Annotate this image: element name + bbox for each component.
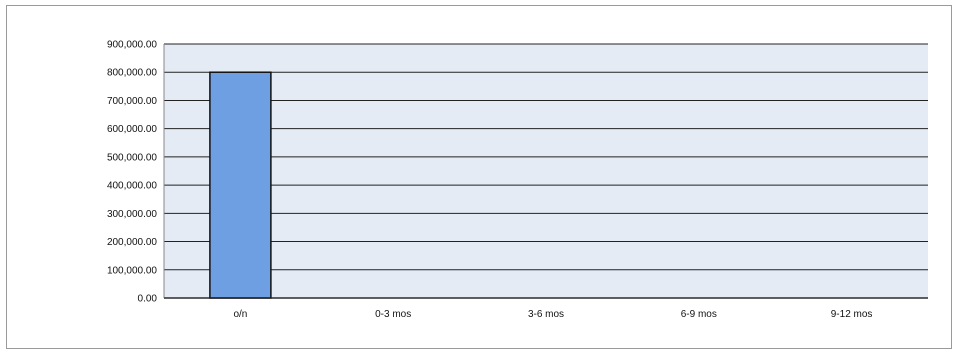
gridlines <box>164 43 928 299</box>
y-axis-tick-labels: 0.00 100,000.00 200,000.00 300,000.00 400,00… <box>107 40 157 305</box>
y-tick-label: 600,000.00 <box>107 124 157 135</box>
y-tick-label: 100,000.00 <box>107 265 157 276</box>
x-category-label: o/n <box>233 309 247 320</box>
bar-chart: 0.00 100,000.00 200,000.00 300,000.00 400,00… <box>107 40 928 320</box>
x-category-label: 9-12 mos <box>831 309 873 320</box>
y-tick-label: 400,000.00 <box>107 181 157 192</box>
y-tick-label: 200,000.00 <box>107 237 157 248</box>
y-tick-label: 700,000.00 <box>107 96 157 107</box>
bar-o-n <box>209 71 272 299</box>
y-tick-label: 500,000.00 <box>107 152 157 163</box>
x-category-label: 0-3 mos <box>375 309 411 320</box>
plot-area <box>164 44 928 298</box>
y-tick-label: 900,000.00 <box>107 40 157 51</box>
x-category-label: 3-6 mos <box>528 309 564 320</box>
y-tick-label: 0.00 <box>138 294 158 305</box>
x-axis-category-labels: o/n 0-3 mos 3-6 mos 6-9 mos 9-12 mos <box>233 309 872 320</box>
bars <box>209 71 272 299</box>
chart-frame: 0.00 100,000.00 200,000.00 300,000.00 400,00… <box>6 5 952 349</box>
x-category-label: 6-9 mos <box>681 309 717 320</box>
y-tick-label: 800,000.00 <box>107 68 157 79</box>
y-tick-label: 300,000.00 <box>107 209 157 220</box>
